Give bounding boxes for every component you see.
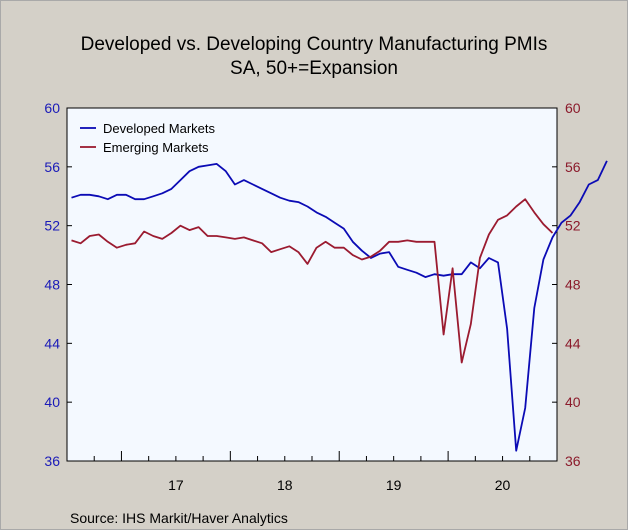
left-tick-label: 48 xyxy=(44,277,60,293)
left-tick-label: 36 xyxy=(44,453,60,469)
right-tick-label: 52 xyxy=(565,218,581,234)
chart-subtitle: SA, 50+=Expansion xyxy=(230,58,398,79)
x-tick-label: 18 xyxy=(277,477,293,493)
right-tick-label: 40 xyxy=(565,394,581,410)
right-tick-label: 60 xyxy=(565,100,581,116)
x-tick-label: 19 xyxy=(386,477,402,493)
left-tick-label: 56 xyxy=(44,159,60,175)
right-tick-label: 36 xyxy=(565,453,581,469)
legend-label: Emerging Markets xyxy=(103,140,209,155)
left-tick-label: 60 xyxy=(44,100,60,116)
chart-title: Developed vs. Developing Country Manufac… xyxy=(80,34,548,55)
plot-area xyxy=(66,107,558,462)
legend-label: Developed Markets xyxy=(103,121,215,136)
right-tick-label: 44 xyxy=(565,335,581,351)
x-tick-label: 20 xyxy=(495,477,511,493)
left-tick-label: 40 xyxy=(44,394,60,410)
left-tick-label: 52 xyxy=(44,218,60,234)
right-tick-label: 56 xyxy=(565,159,581,175)
developed-markets-line xyxy=(71,160,608,452)
right-tick-label: 48 xyxy=(565,277,581,293)
left-tick-label: 44 xyxy=(44,335,60,351)
emerging-markets-line xyxy=(71,198,554,364)
source-note: Source: IHS Markit/Haver Analytics xyxy=(70,510,288,526)
x-tick-label: 17 xyxy=(168,477,184,493)
